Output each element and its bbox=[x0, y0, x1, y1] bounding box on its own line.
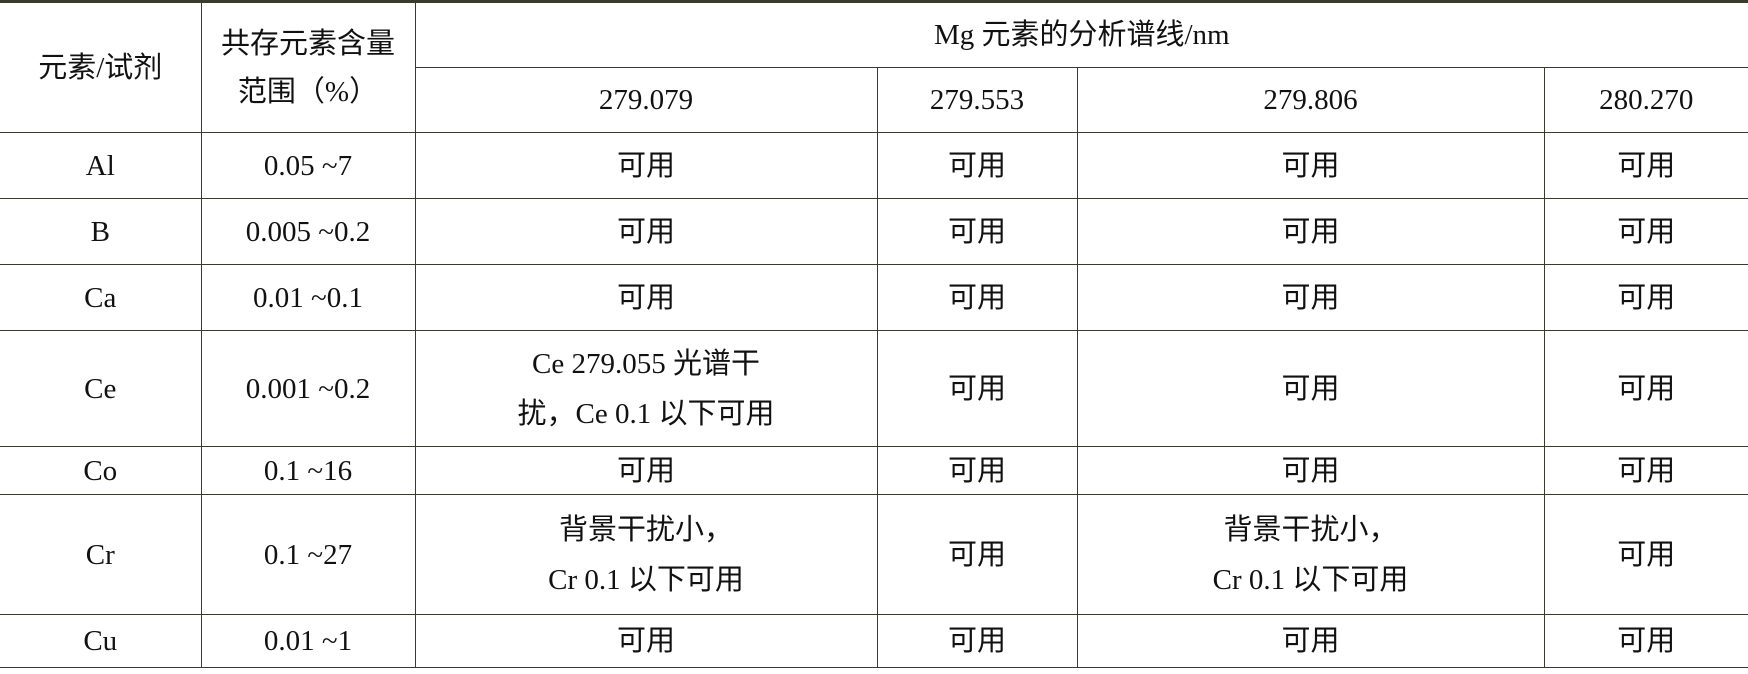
table-row: Ce 0.001 ~0.2 Ce 279.055 光谱干 扰，Ce 0.1 以下可用可… bbox=[0, 330, 1748, 447]
cell-usability: 可用 bbox=[1543, 446, 1748, 495]
cell-line: 背景干扰小， bbox=[1223, 513, 1398, 546]
header-element: 元素/试剂 bbox=[0, 1, 202, 133]
cell-element: Ce bbox=[0, 330, 202, 447]
cell-element: Cr bbox=[0, 494, 202, 615]
cell-element: Ca bbox=[0, 264, 202, 331]
cell-line: 可用 bbox=[1617, 454, 1676, 487]
table-row: Ca 0.01 ~0.1 可用 可用 可用 可用 bbox=[0, 264, 1748, 331]
cell-range: 0.001 ~0.2 bbox=[200, 330, 416, 447]
cell-range: 0.05 ~7 bbox=[200, 132, 416, 199]
cell-line: 可用 bbox=[1617, 372, 1676, 405]
header-range-line1: 共存元素含量 bbox=[220, 27, 395, 60]
cell-line: 可用 bbox=[1617, 215, 1676, 248]
cell-usability: 可用 bbox=[1076, 264, 1545, 331]
cell-line: 可用 bbox=[947, 625, 1006, 657]
cell-usability: 可用 bbox=[876, 446, 1078, 495]
cell-usability: 可用 bbox=[414, 198, 878, 265]
cell-line: 可用 bbox=[616, 215, 675, 248]
header-group: Mg 元素的分析谱线/nm bbox=[414, 1, 1748, 68]
cell-range: 0.01 ~1 bbox=[200, 614, 416, 668]
cell-usability: 可用 bbox=[876, 614, 1078, 668]
cell-usability: 可用 bbox=[1076, 614, 1545, 668]
header-range: 共存元素含量 范围（%） bbox=[200, 1, 416, 133]
cell-usability: 可用 bbox=[876, 132, 1078, 199]
cell-usability: 可用 bbox=[1076, 446, 1545, 495]
cell-usability: 可用 bbox=[876, 494, 1078, 615]
cell-element: Al bbox=[0, 132, 202, 199]
cell-usability: 背景干扰小， Cr 0.1 以下可用 bbox=[1076, 494, 1545, 615]
header-wavelength: 279.806 bbox=[1076, 67, 1545, 133]
cell-usability: 可用 bbox=[876, 330, 1078, 447]
cell-line: 可用 bbox=[947, 215, 1006, 248]
cell-line: 可用 bbox=[947, 281, 1006, 314]
cell-usability: Ce 279.055 光谱干 扰，Ce 0.1 以下可用 bbox=[414, 330, 878, 447]
cell-usability: 可用 bbox=[414, 446, 878, 495]
header-row-1: 元素/试剂 共存元素含量 范围（%） Mg 元素的分析谱线/nm bbox=[0, 1, 1748, 133]
cell-line: Cr 0.1 以下可用 bbox=[1212, 563, 1409, 596]
cell-line: 可用 bbox=[1281, 372, 1340, 405]
cell-line: 可用 bbox=[1281, 454, 1340, 487]
cell-element: Co bbox=[0, 446, 202, 495]
cell-line: 可用 bbox=[1617, 281, 1676, 314]
cell-range: 0.1 ~16 bbox=[200, 446, 416, 495]
cell-line: 扰，Ce 0.1 以下可用 bbox=[517, 397, 775, 430]
header-wavelength: 280.270 bbox=[1543, 67, 1748, 133]
cell-line: 可用 bbox=[616, 149, 675, 182]
table-row: Cu 0.01 ~1 可用 可用 可用 可用 bbox=[0, 614, 1748, 668]
cell-usability: 可用 bbox=[1543, 198, 1748, 265]
cell-range: 0.01 ~0.1 bbox=[200, 264, 416, 331]
table-row: Co 0.1 ~16 可用 可用 可用 可用 bbox=[0, 446, 1748, 495]
cell-line: 可用 bbox=[1617, 625, 1676, 657]
table-row: Cr 0.1 ~27 背景干扰小， Cr 0.1 以下可用 可用 背景干扰小， Cr 0.1… bbox=[0, 494, 1748, 615]
cell-line: 可用 bbox=[947, 372, 1006, 405]
cell-line: 可用 bbox=[616, 454, 675, 487]
cell-line: Cr 0.1 以下可用 bbox=[548, 563, 744, 596]
cell-element: Cu bbox=[0, 614, 202, 668]
cell-line: 可用 bbox=[1281, 281, 1340, 314]
cell-line: 可用 bbox=[947, 454, 1006, 487]
cell-element: B bbox=[0, 198, 202, 265]
header-wavelength: 279.079 bbox=[415, 67, 878, 133]
cell-usability: 可用 bbox=[1543, 494, 1748, 615]
cell-usability: 可用 bbox=[414, 264, 878, 331]
cell-usability: 可用 bbox=[1543, 132, 1748, 199]
cell-line: Ce 279.055 光谱干 bbox=[532, 347, 760, 380]
cell-usability: 可用 bbox=[1076, 132, 1545, 199]
table-row: B 0.005 ~0.2 可用 可用 可用 可用 bbox=[0, 198, 1748, 265]
cell-usability: 可用 bbox=[1076, 330, 1545, 447]
cell-usability: 可用 bbox=[876, 264, 1078, 331]
cell-line: 可用 bbox=[1617, 149, 1676, 182]
cell-line: 背景干扰小， bbox=[558, 513, 733, 546]
cell-line: 可用 bbox=[1617, 538, 1676, 571]
cell-usability: 可用 bbox=[1543, 330, 1748, 447]
cell-usability: 可用 bbox=[1076, 198, 1545, 265]
cell-range: 0.1 ~27 bbox=[200, 494, 416, 615]
cell-range: 0.005 ~0.2 bbox=[200, 198, 416, 265]
cell-usability: 背景干扰小， Cr 0.1 以下可用 bbox=[414, 494, 878, 615]
header-range-line2: 范围（%） bbox=[237, 75, 379, 108]
cell-line: 可用 bbox=[947, 538, 1006, 571]
cell-usability: 可用 bbox=[414, 614, 878, 668]
cell-usability: 可用 bbox=[1543, 614, 1748, 668]
table-row: Al 0.05 ~7 可用 可用 可用 可用 bbox=[0, 132, 1748, 199]
header-row-2: 279.079 279.553 279.806 280.270 bbox=[0, 67, 1748, 133]
cell-line: 可用 bbox=[1281, 149, 1340, 182]
cell-line: 可用 bbox=[616, 625, 675, 657]
cell-usability: 可用 bbox=[414, 132, 878, 199]
cell-line: 可用 bbox=[616, 281, 675, 314]
cell-line: 可用 bbox=[947, 149, 1006, 182]
cell-usability: 可用 bbox=[876, 198, 1078, 265]
cell-line: 可用 bbox=[1281, 215, 1340, 248]
header-wavelength: 279.553 bbox=[876, 67, 1078, 133]
cell-usability: 可用 bbox=[1543, 264, 1748, 331]
cell-line: 可用 bbox=[1281, 625, 1340, 657]
